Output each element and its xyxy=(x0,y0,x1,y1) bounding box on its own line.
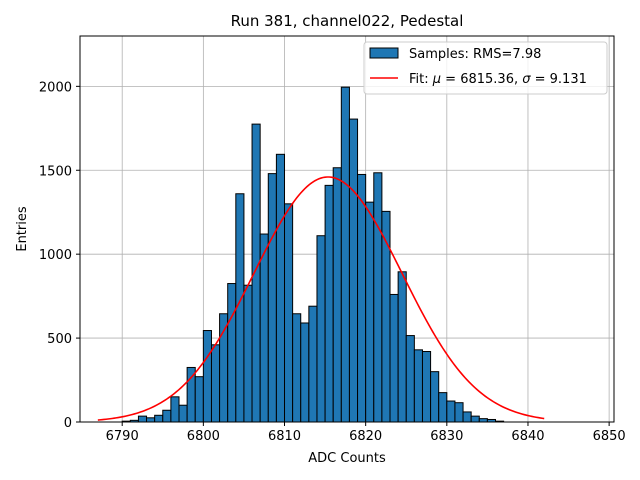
histogram-bar xyxy=(210,344,221,423)
y-tick-label: 1500 xyxy=(39,164,72,179)
histogram-bar xyxy=(275,153,286,423)
histogram-bar xyxy=(186,366,196,423)
legend-fit-label: Fit: μ = 6815.36, σ = 9.131 xyxy=(409,72,587,87)
histogram-bar xyxy=(284,203,294,423)
legend: Samples: RMS=7.98 Fit: μ = 6815.36, σ = … xyxy=(363,41,608,95)
histogram-bar xyxy=(267,173,277,423)
fit-curve xyxy=(97,176,545,421)
histogram-bar xyxy=(137,415,148,423)
plot-frame xyxy=(79,35,615,423)
x-tick-label: 6830 xyxy=(430,429,463,444)
legend-fit-mu-symbol: μ xyxy=(432,72,441,87)
histogram-bar xyxy=(340,86,350,423)
histogram-bar xyxy=(470,415,480,423)
y-tick-label: 0 xyxy=(64,416,72,431)
histogram-bar xyxy=(227,283,237,423)
y-axis-ticks: 0 500 1000 1500 2000 xyxy=(39,80,80,431)
x-axis-ticks: 6790 6800 6810 6820 6830 6840 6850 xyxy=(106,422,626,444)
histogram-bar xyxy=(462,411,472,423)
histogram-bar xyxy=(300,322,310,423)
histogram-bar xyxy=(365,201,375,423)
histogram-bar xyxy=(454,402,464,423)
histogram-bar xyxy=(413,349,423,423)
legend-samples-label: Samples: RMS=7.98 xyxy=(409,47,541,62)
y-tick-label: 500 xyxy=(47,332,72,347)
histogram-bar xyxy=(292,313,302,423)
histogram-bar xyxy=(178,404,188,423)
y-tick-label: 1000 xyxy=(39,248,72,263)
legend-fit-sigma-value: = 9.131 xyxy=(530,72,586,87)
histogram-bar xyxy=(154,414,164,423)
histogram-bar xyxy=(438,392,448,423)
histogram-bar xyxy=(162,409,172,423)
legend-fit-sigma-symbol: σ xyxy=(522,72,531,87)
histogram-bar xyxy=(389,293,399,423)
histogram-bar xyxy=(430,371,440,423)
x-axis-label: ADC Counts xyxy=(308,451,386,466)
histogram-bar xyxy=(316,235,326,423)
x-tick-label: 6820 xyxy=(349,429,382,444)
histogram-bar xyxy=(478,418,488,423)
chart-title: Run 381, channel022, Pedestal xyxy=(231,12,464,30)
legend-samples-swatch xyxy=(369,47,399,59)
histogram-bar xyxy=(308,305,318,423)
x-tick-label: 6810 xyxy=(268,429,301,444)
legend-fit-prefix: Fit: xyxy=(409,72,433,87)
y-axis-label: Entries xyxy=(15,206,30,252)
histogram-bar xyxy=(421,351,432,423)
y-tick-label: 2000 xyxy=(39,80,72,95)
histogram-bar xyxy=(357,173,367,423)
x-tick-label: 6840 xyxy=(511,429,544,444)
legend-box xyxy=(363,41,608,95)
histogram-bar xyxy=(332,167,342,423)
legend-fit-mu-value: = 6815.36, xyxy=(441,72,522,87)
histogram-bar xyxy=(194,376,204,423)
x-tick-label: 6850 xyxy=(593,429,626,444)
histogram-bar xyxy=(259,233,269,423)
x-tick-label: 6800 xyxy=(187,429,220,444)
histogram-bar xyxy=(446,400,456,423)
histogram-bar xyxy=(373,172,383,423)
histogram-bar xyxy=(397,271,407,423)
histogram-bar xyxy=(202,330,212,423)
x-tick-label: 6790 xyxy=(106,429,139,444)
histogram-bar xyxy=(324,184,334,423)
histogram-bar xyxy=(146,417,156,423)
histogram-bar xyxy=(405,335,415,423)
histogram-bar xyxy=(170,396,180,423)
histogram-bar xyxy=(348,118,359,423)
histogram-bar xyxy=(243,284,253,423)
